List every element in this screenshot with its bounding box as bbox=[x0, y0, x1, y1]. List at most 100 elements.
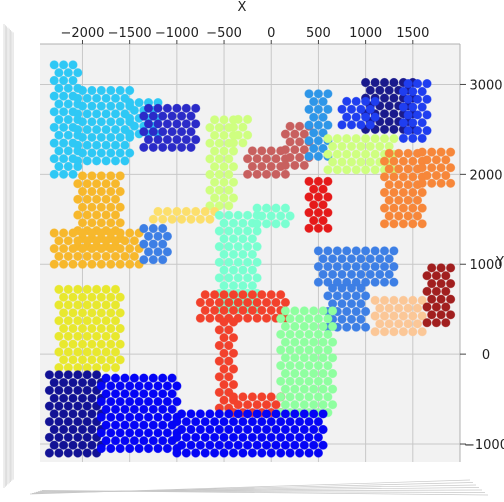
data-point bbox=[408, 311, 418, 321]
data-point bbox=[379, 246, 390, 256]
data-point bbox=[125, 428, 135, 438]
data-point bbox=[422, 126, 432, 136]
data-point bbox=[408, 327, 418, 337]
data-point bbox=[285, 376, 295, 386]
data-point bbox=[134, 412, 144, 422]
data-point bbox=[214, 424, 224, 435]
data-point bbox=[58, 228, 69, 238]
data-point bbox=[337, 104, 347, 114]
data-point bbox=[313, 448, 323, 458]
data-point bbox=[63, 370, 73, 380]
data-point bbox=[219, 193, 229, 203]
data-point bbox=[49, 409, 59, 419]
data-point bbox=[77, 440, 88, 450]
data-point bbox=[313, 136, 323, 146]
data-point bbox=[370, 77, 380, 88]
data-point bbox=[394, 303, 404, 313]
data-point bbox=[342, 96, 352, 107]
data-point bbox=[82, 236, 92, 246]
data-point bbox=[115, 228, 125, 238]
data-point bbox=[304, 192, 314, 202]
data-point bbox=[92, 109, 102, 119]
data-point bbox=[233, 210, 243, 220]
data-point bbox=[101, 331, 111, 341]
data-point bbox=[318, 353, 328, 363]
data-point bbox=[139, 373, 149, 383]
data-point bbox=[445, 147, 456, 157]
data-point bbox=[110, 347, 121, 357]
data-point bbox=[238, 305, 248, 315]
data-point bbox=[304, 329, 314, 339]
data-point bbox=[290, 306, 300, 316]
data-point bbox=[318, 424, 328, 435]
data-point bbox=[379, 77, 390, 88]
data-point bbox=[271, 154, 281, 164]
data-point bbox=[318, 368, 328, 379]
data-point bbox=[96, 323, 106, 334]
data-point bbox=[356, 254, 366, 264]
data-point bbox=[252, 297, 262, 308]
data-point bbox=[233, 400, 243, 410]
data-point bbox=[224, 424, 234, 435]
data-point bbox=[370, 295, 380, 305]
data-point bbox=[219, 290, 229, 300]
data-point bbox=[394, 211, 404, 221]
data-point bbox=[115, 218, 125, 228]
data-point bbox=[379, 295, 390, 305]
data-point bbox=[299, 384, 309, 394]
data-point bbox=[73, 432, 83, 442]
data-point bbox=[436, 310, 446, 320]
data-point bbox=[304, 392, 314, 402]
data-point bbox=[408, 86, 418, 97]
data-point bbox=[243, 242, 253, 252]
data-point bbox=[327, 306, 338, 316]
data-point bbox=[365, 104, 375, 114]
data-point bbox=[337, 120, 347, 130]
data-point bbox=[143, 428, 154, 438]
data-point bbox=[431, 318, 441, 328]
data-point bbox=[247, 161, 257, 172]
data-point bbox=[294, 329, 305, 339]
data-point bbox=[389, 327, 399, 337]
data-point bbox=[342, 134, 352, 144]
data-point bbox=[370, 277, 380, 287]
data-point bbox=[375, 254, 385, 264]
data-point bbox=[68, 440, 78, 450]
data-point bbox=[224, 372, 234, 382]
data-point bbox=[82, 109, 92, 119]
data-point bbox=[379, 134, 390, 144]
data-point bbox=[422, 271, 432, 281]
data-point bbox=[77, 171, 88, 181]
data-point bbox=[280, 424, 290, 435]
data-point bbox=[106, 85, 116, 96]
data-point bbox=[247, 448, 257, 458]
data-point bbox=[323, 134, 333, 144]
data-point bbox=[82, 432, 92, 442]
data-point bbox=[280, 384, 290, 394]
data-point bbox=[337, 254, 347, 264]
data-point bbox=[436, 294, 446, 304]
data-point bbox=[87, 171, 97, 181]
data-point bbox=[73, 109, 83, 119]
data-point bbox=[162, 428, 172, 438]
data-point bbox=[77, 101, 88, 111]
data-point bbox=[87, 259, 97, 269]
data-point bbox=[219, 115, 229, 125]
data-point bbox=[49, 377, 59, 388]
data-point bbox=[342, 322, 352, 332]
data-point bbox=[304, 360, 314, 371]
data-point bbox=[158, 389, 168, 399]
data-point bbox=[309, 424, 319, 435]
data-point bbox=[238, 138, 248, 148]
data-point bbox=[172, 103, 182, 113]
data-point bbox=[412, 319, 423, 329]
data-point bbox=[106, 308, 116, 318]
data-point bbox=[110, 436, 121, 446]
data-point bbox=[379, 327, 390, 337]
data-point bbox=[318, 306, 328, 316]
data-point bbox=[271, 400, 281, 410]
data-point bbox=[379, 93, 390, 103]
data-point bbox=[313, 104, 323, 115]
data-point bbox=[417, 118, 427, 128]
data-point bbox=[54, 68, 64, 78]
